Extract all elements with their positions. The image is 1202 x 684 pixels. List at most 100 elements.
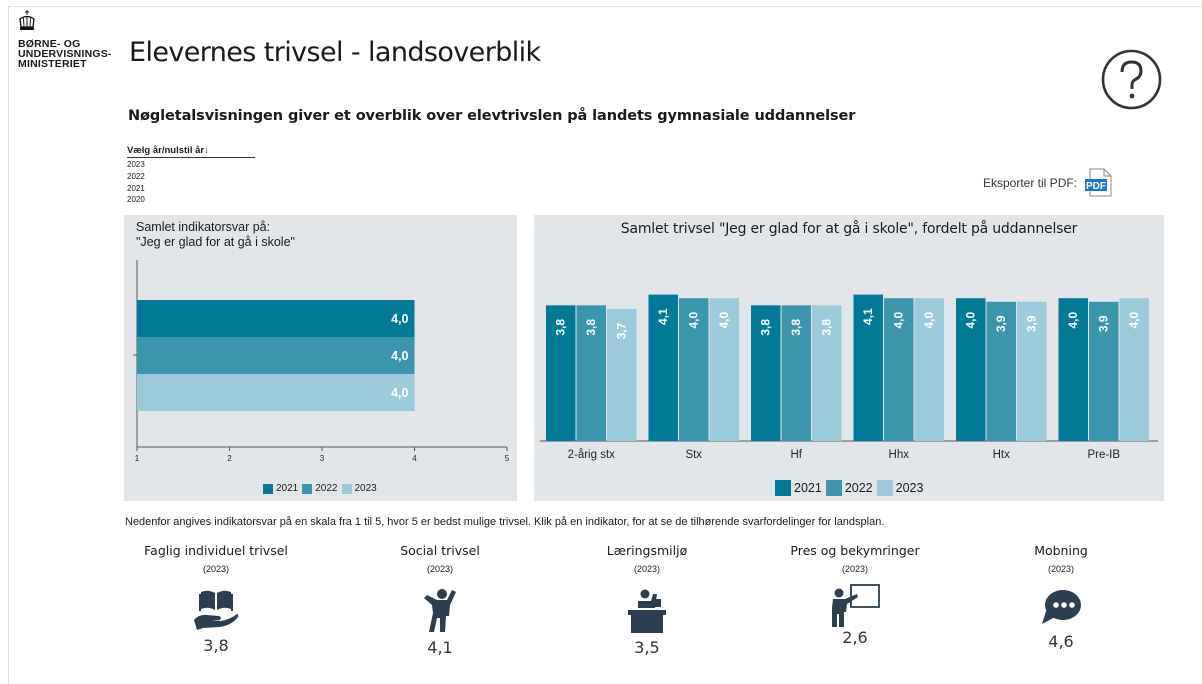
bar-2021-0 bbox=[546, 305, 576, 441]
legend-swatch bbox=[775, 480, 791, 496]
legend-label: 2023 bbox=[354, 483, 377, 494]
data-label: 4,0 bbox=[1127, 312, 1141, 329]
x-tick-label: 2 bbox=[227, 454, 232, 463]
indicator-name: Læringsmiljø bbox=[606, 543, 688, 558]
data-label: 4,0 bbox=[922, 312, 936, 329]
data-label: 3,8 bbox=[584, 319, 598, 336]
category-label: Hf bbox=[791, 449, 803, 461]
year-option[interactable]: 2020 bbox=[127, 195, 145, 204]
indicator-year: (2023) bbox=[202, 564, 229, 574]
education-chart-panel: Samlet trivsel "Jeg er glad for at gå i … bbox=[534, 215, 1164, 501]
indicator-value: 4,6 bbox=[1048, 632, 1074, 651]
overall-indicator-title-line1: Samlet indikatorsvar på: bbox=[136, 220, 271, 234]
indicator-year: (2023) bbox=[633, 564, 660, 574]
year-selector-header[interactable]: Vælg år/nulstil år↓ bbox=[127, 145, 255, 158]
data-label: 3,7 bbox=[615, 322, 629, 339]
legend-label: 2022 bbox=[315, 483, 338, 494]
data-label: 4,0 bbox=[1066, 312, 1080, 329]
overall-indicator-chart: 1 2 3 4 5 4,0 4,0 4,0 bbox=[133, 260, 510, 463]
indicator-name: Mobning bbox=[1034, 543, 1088, 558]
indicator-name: Pres og bekymringer bbox=[790, 543, 920, 558]
education-chart: 2-årig stx 3,8 3,8 3,7 Stx 4,1 4,0 4,0 Hf 3,8 3,8 3… bbox=[540, 294, 1158, 461]
bar-2021-3 bbox=[853, 294, 883, 441]
ministry-line-1: BØRNE- OG bbox=[18, 38, 81, 50]
bar-2023-5 bbox=[1119, 298, 1149, 441]
overall-indicator-legend: 2021 2022 2023 bbox=[263, 483, 377, 494]
indicator-value: 4,1 bbox=[427, 638, 453, 657]
education-chart-title: Samlet trivsel "Jeg er glad for at gå i … bbox=[620, 221, 1078, 237]
page-subtitle: Nøgletalsvisningen giver et overblik ove… bbox=[128, 108, 856, 124]
overall-indicator-title-line2: "Jeg er glad for at gå i skole" bbox=[136, 235, 295, 249]
indicator-social-trivsel[interactable]: Social trivsel (2023) 4,1 bbox=[340, 543, 540, 657]
x-tick-label: 3 bbox=[320, 454, 325, 463]
indicator-note: Nedenfor angives indikatorsvar på en ska… bbox=[125, 516, 885, 528]
data-label: 4,0 bbox=[892, 312, 906, 329]
data-label: 3,8 bbox=[789, 319, 803, 336]
legend-swatch bbox=[302, 483, 313, 494]
year-selector: Vælg år/nulstil år↓ 2023 2022 2021 2020 bbox=[127, 145, 255, 206]
data-label: 4,0 bbox=[391, 312, 408, 326]
year-option[interactable]: 2023 bbox=[127, 160, 145, 169]
bar-2023-1 bbox=[709, 298, 739, 441]
indicator-name: Faglig individuel trivsel bbox=[144, 543, 288, 558]
ministry-line-2: UNDERVISNINGS- bbox=[18, 48, 112, 60]
ministry-line-3: MINISTERIET bbox=[18, 58, 87, 70]
indicator-year: (2023) bbox=[426, 564, 453, 574]
bar-2023-4 bbox=[1017, 301, 1047, 441]
data-label: 3,8 bbox=[554, 319, 568, 336]
data-label: 4,0 bbox=[964, 312, 978, 329]
indicator-faglig-trivsel[interactable]: Faglig individuel trivsel (2023) 3,8 bbox=[116, 543, 316, 655]
student-desk-icon bbox=[628, 589, 666, 633]
data-label: 4,0 bbox=[391, 386, 408, 400]
indicator-laeringsmiljoe[interactable]: Læringsmiljø (2023) 3,5 bbox=[547, 543, 747, 657]
bar-2022-5 bbox=[1089, 301, 1119, 441]
ministry-logo-text: BØRNE- OG UNDERVISNINGS- MINISTERIET bbox=[18, 38, 112, 70]
overall-indicator-panel: Samlet indikatorsvar på: "Jeg er glad fo… bbox=[124, 215, 517, 501]
bar-2021 bbox=[137, 300, 415, 337]
legend-label: 2023 bbox=[895, 481, 924, 495]
indicator-pres-bekymringer[interactable]: Pres og bekymringer (2023) 2,6 bbox=[755, 543, 955, 647]
bar-2023 bbox=[137, 374, 415, 411]
bar-2022-0 bbox=[576, 305, 606, 441]
book-hand-icon bbox=[194, 590, 239, 630]
bar-2023-0 bbox=[607, 308, 637, 441]
indicator-mobning[interactable]: Mobning (2023) 4,6 bbox=[961, 543, 1161, 651]
year-option[interactable]: 2022 bbox=[127, 172, 145, 181]
bar-2023-2 bbox=[812, 305, 842, 441]
pdf-export-icon[interactable]: PDF bbox=[1084, 168, 1113, 197]
data-label: 4,0 bbox=[717, 312, 731, 329]
indicator-value: 3,8 bbox=[203, 636, 229, 655]
bar-2021-4 bbox=[956, 298, 986, 441]
help-icon[interactable] bbox=[1101, 49, 1162, 110]
data-label: 3,9 bbox=[1025, 315, 1039, 332]
bar-2022-1 bbox=[679, 298, 709, 441]
legend-swatch bbox=[341, 483, 352, 494]
bar-2022-3 bbox=[884, 298, 914, 441]
data-label: 4,0 bbox=[391, 349, 408, 363]
page-title: Elevernes trivsel - landsoverblik bbox=[129, 37, 541, 68]
category-label: Pre-IB bbox=[1087, 449, 1120, 461]
frame-left-border bbox=[8, 6, 9, 684]
category-label: Hhx bbox=[889, 449, 910, 461]
category-label: 2-årig stx bbox=[568, 449, 616, 461]
frame-top-border bbox=[8, 6, 1202, 7]
category-label: Htx bbox=[993, 449, 1011, 461]
data-label: 3,8 bbox=[759, 319, 773, 336]
bar-2021-2 bbox=[751, 305, 781, 441]
pdf-icon-text: PDF bbox=[1086, 181, 1106, 192]
legend-label: 2021 bbox=[276, 483, 299, 494]
data-label: 4,1 bbox=[656, 308, 670, 325]
year-option[interactable]: 2021 bbox=[127, 183, 145, 193]
bar-2021-1 bbox=[648, 294, 678, 441]
teacher-board-icon bbox=[832, 584, 880, 627]
legend-swatch bbox=[825, 480, 842, 496]
x-tick-label: 4 bbox=[412, 454, 417, 463]
data-label: 3,9 bbox=[1097, 315, 1111, 332]
bar-2022 bbox=[137, 337, 415, 374]
speech-bubble-icon bbox=[1042, 590, 1081, 624]
overall-indicator-title: Samlet indikatorsvar på: "Jeg er glad fo… bbox=[136, 220, 295, 250]
crown-logo-icon bbox=[19, 10, 35, 30]
indicator-year: (2023) bbox=[841, 564, 868, 574]
indicator-value: 2,6 bbox=[842, 628, 868, 647]
category-label: Stx bbox=[685, 449, 702, 461]
